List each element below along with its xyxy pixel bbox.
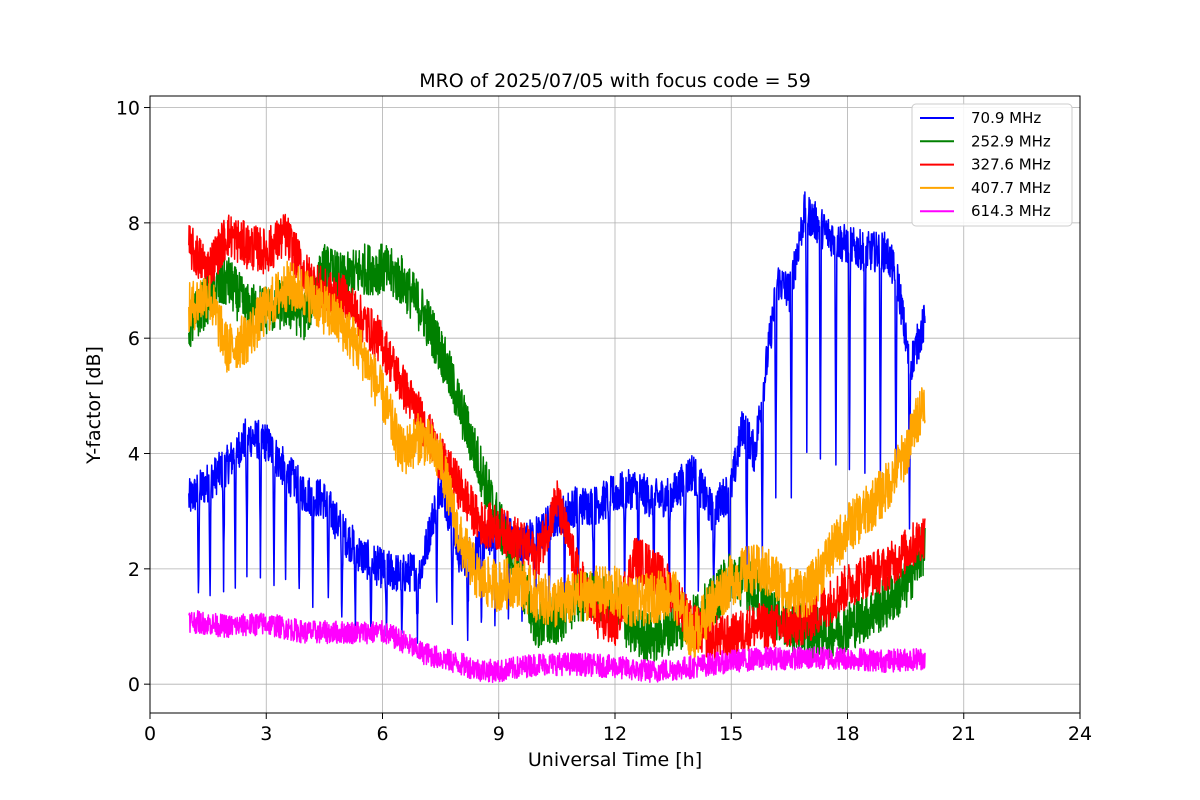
x-tick-label: 6 bbox=[376, 723, 388, 745]
chart-title: MRO of 2025/07/05 with focus code = 59 bbox=[419, 70, 811, 92]
x-tick-label: 12 bbox=[603, 723, 627, 745]
legend-entry-label: 407.7 MHz bbox=[971, 179, 1051, 197]
x-axis-label: Universal Time [h] bbox=[528, 749, 702, 771]
x-tick-label: 24 bbox=[1068, 723, 1092, 745]
y-tick-label: 8 bbox=[128, 213, 140, 235]
legend-entry-label: 70.9 MHz bbox=[971, 109, 1041, 127]
x-tick-label: 15 bbox=[719, 723, 743, 745]
legend-entry-label: 327.6 MHz bbox=[971, 156, 1051, 174]
series-line bbox=[188, 213, 926, 661]
x-tick-label: 21 bbox=[952, 723, 976, 745]
y-tick-label: 4 bbox=[128, 444, 140, 466]
x-tick-label: 18 bbox=[835, 723, 859, 745]
legend: 70.9 MHz 252.9 MHz 327.6 MHz 407.7 MHz 614.3… bbox=[911, 103, 1073, 227]
x-tick-label: 9 bbox=[493, 723, 505, 745]
y-tick-label: 10 bbox=[116, 98, 140, 120]
x-tick-label: 3 bbox=[260, 723, 272, 745]
y-axis-label: Y-factor [dB] bbox=[83, 346, 105, 465]
legend-box bbox=[911, 103, 1073, 227]
y-axis: 0 2 4 6 8 10 bbox=[116, 98, 150, 696]
x-tick-label: 0 bbox=[144, 723, 156, 745]
y-tick-label: 6 bbox=[128, 328, 140, 350]
series-layer bbox=[188, 191, 926, 684]
y-tick-label: 0 bbox=[128, 674, 140, 696]
x-axis: 0 3 6 9 12 15 18 21 24 bbox=[144, 713, 1092, 745]
series-line bbox=[188, 609, 926, 684]
legend-entry-label: 252.9 MHz bbox=[971, 132, 1051, 150]
series-line bbox=[188, 260, 926, 661]
y-tick-label: 2 bbox=[128, 559, 140, 581]
legend-entry-label: 614.3 MHz bbox=[971, 202, 1051, 220]
